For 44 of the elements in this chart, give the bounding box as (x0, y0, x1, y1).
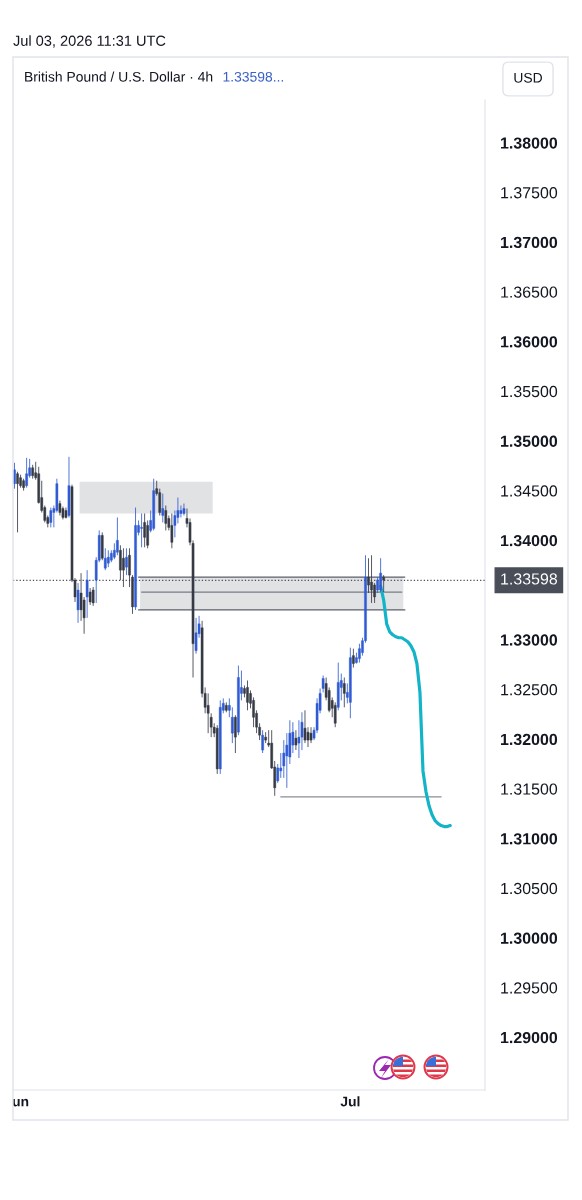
candlestick (343, 677, 346, 708)
candlestick (194, 617, 198, 655)
y-tick-label: 1.37000 (501, 236, 558, 249)
candlestick (294, 729, 298, 751)
candlestick (370, 554, 373, 604)
candlestick (333, 701, 337, 728)
candlestick (76, 582, 80, 624)
y-tick-label: 1.35500 (501, 385, 558, 398)
y-tick-label: 1.32000 (501, 733, 558, 746)
y-tick-label: 1.30500 (501, 882, 558, 895)
y-tick-label: 1.35000 (501, 435, 558, 447)
chart-title: British Pound / U.S. Dollar · 4h (25, 71, 213, 82)
chart-subtitle: 1.33598... (223, 71, 284, 82)
candlestick (143, 513, 146, 548)
candlestick (261, 729, 264, 754)
y-tick-label: 1.36000 (501, 336, 558, 348)
y-tick-label: 1.38000 (501, 137, 558, 149)
y-tick-label: 1.33000 (501, 634, 558, 646)
y-tick-label: 1.36500 (501, 286, 558, 298)
candlestick (303, 709, 307, 744)
text: USD (514, 72, 542, 83)
line-series (379, 584, 452, 829)
y-tick-label: 1.29500 (501, 982, 558, 994)
candlestick (231, 706, 234, 744)
candlestick (285, 732, 289, 789)
y-tick-label: 1.34500 (501, 485, 558, 497)
candlestick (161, 493, 165, 523)
candlestick (116, 517, 119, 556)
candlestick (122, 547, 125, 588)
ref-line-label: 1.33598 (501, 573, 558, 585)
candlestick (182, 503, 186, 516)
candlestick (125, 547, 128, 576)
text: Jul 03, 2026 11:31 UTC (13, 35, 166, 48)
y-tick-label: 1.34000 (501, 534, 558, 547)
y-tick-label: 1.29000 (501, 1031, 558, 1044)
candlestick (234, 714, 237, 754)
y-tick-label: 1.32500 (501, 684, 558, 696)
y-tick-label: 1.30000 (501, 932, 558, 944)
x-tick-label: Jul (340, 1096, 360, 1107)
y-tick-label: 1.31500 (501, 783, 558, 795)
y-tick-label: 1.31000 (501, 833, 558, 845)
x-tick-label: un (12, 1098, 29, 1107)
candlestick (25, 457, 28, 489)
y-tick-label: 1.37500 (501, 187, 558, 199)
